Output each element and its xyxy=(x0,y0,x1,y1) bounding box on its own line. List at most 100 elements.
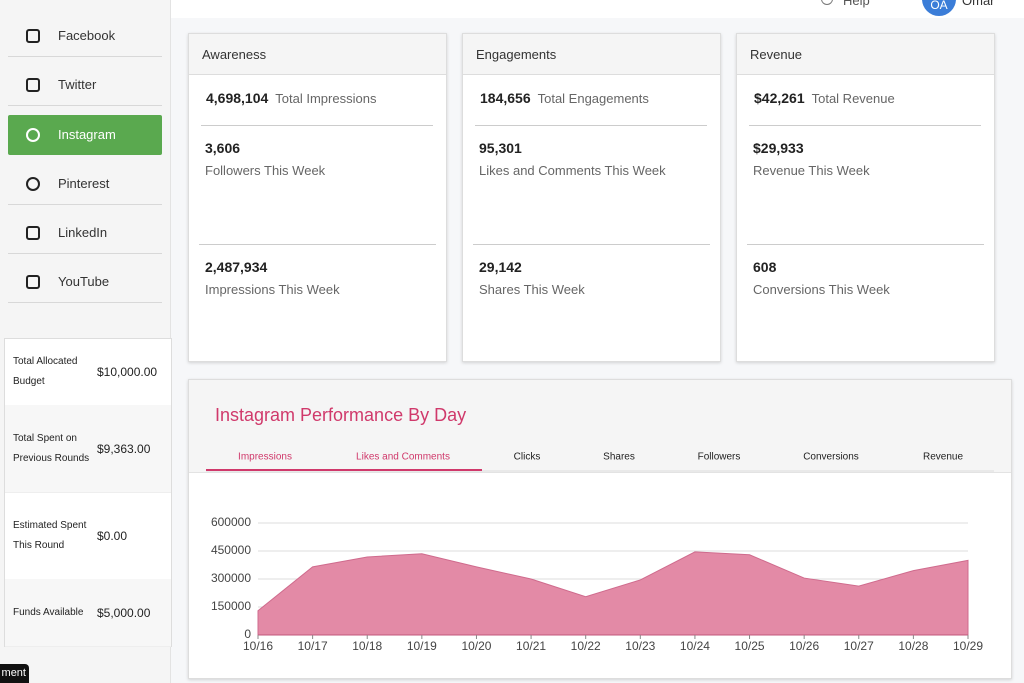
divider xyxy=(747,244,984,245)
avatar[interactable]: OA xyxy=(922,0,956,16)
y-tick-label: 300000 xyxy=(211,571,251,585)
budget-label: Total Allocated Budget xyxy=(13,356,78,387)
metric-value: 29,142 xyxy=(479,259,522,275)
nav-item[interactable]: LinkedIn xyxy=(8,213,162,254)
area xyxy=(257,551,969,636)
metric-value: 2,487,934 xyxy=(205,259,268,275)
x-tick-label: 10/28 xyxy=(898,639,928,653)
budget-row: Funds Available $5,000.00 xyxy=(5,579,171,647)
chart-tab[interactable]: Shares xyxy=(603,452,635,463)
chart-tab[interactable]: Impressions xyxy=(238,452,292,463)
metric-label: Impressions This Week xyxy=(205,282,340,297)
budget-value: $0.00 xyxy=(97,528,128,543)
nav-icon xyxy=(26,128,40,142)
x-tick-label: 10/26 xyxy=(789,639,819,653)
divider xyxy=(473,244,710,245)
card-header: Revenue xyxy=(737,34,994,75)
nav-icon xyxy=(26,226,40,240)
metric-value: 3,606 xyxy=(205,140,241,156)
chart-panel: Instagram Performance By Day Impressions… xyxy=(188,379,1012,679)
nav-icon xyxy=(26,177,40,191)
budget-row: Estimated Spent This Round $0.00 xyxy=(5,492,171,580)
divider xyxy=(199,244,436,245)
nav-item[interactable]: Facebook xyxy=(8,16,162,57)
x-tick-label: 10/21 xyxy=(516,639,546,653)
card-total-row: $42,261 Total Revenue xyxy=(754,90,895,108)
metric-label: Likes and Comments This Week xyxy=(479,163,666,178)
card-title: Awareness xyxy=(202,47,267,62)
metric-label: Followers This Week xyxy=(205,163,326,178)
budget-label: Estimated Spent This Round xyxy=(13,519,87,551)
card-title: Revenue xyxy=(750,47,803,62)
nav-icon xyxy=(26,275,40,289)
metric-label: Shares This Week xyxy=(479,282,585,297)
nav-icon xyxy=(26,78,40,92)
nav-item[interactable]: Instagram xyxy=(8,115,162,155)
card-total-row: 184,656 Total Engagements xyxy=(480,90,649,108)
nav-icon xyxy=(26,29,40,43)
y-tick-label: 0 xyxy=(244,627,251,641)
x-tick-label: 10/17 xyxy=(298,639,328,653)
sidebar: Total Allocated Budget $10,000.00 Total Sp… xyxy=(0,0,172,683)
chart-tab[interactable]: Likes and Comments xyxy=(356,452,450,463)
divider xyxy=(749,125,981,126)
card-total: 4,698,104 xyxy=(206,90,269,106)
y-tick-label: 150000 xyxy=(211,599,251,613)
nav-label: YouTube xyxy=(58,274,110,289)
card-total-row: 4,698,104 Total Impressions xyxy=(206,90,376,108)
x-tick-label: 10/19 xyxy=(407,639,437,653)
x-tick-label: 10/20 xyxy=(461,639,491,653)
chart-tab[interactable]: Followers xyxy=(698,452,741,463)
nav-item[interactable]: YouTube xyxy=(8,262,162,303)
metric-value: 608 xyxy=(753,259,777,275)
budget-row: Total Spent on Previous Rounds $9,363.00 xyxy=(5,405,171,493)
help-link[interactable]: Help xyxy=(843,0,870,8)
nav-label: Twitter xyxy=(58,77,97,92)
x-tick-label: 10/25 xyxy=(735,639,765,653)
card-header: Awareness xyxy=(189,34,446,75)
card-total: 184,656 xyxy=(480,90,531,106)
x-tick-label: 10/16 xyxy=(243,639,273,653)
x-tick-label: 10/22 xyxy=(571,639,601,653)
y-tick-label: 450000 xyxy=(211,543,251,557)
metric-card: Revenue $42,261 Total Revenue $29,933 Revenu… xyxy=(736,33,995,362)
help-icon xyxy=(821,0,833,5)
y-tick-label: 600000 xyxy=(211,515,251,529)
nav-label: Pinterest xyxy=(58,176,110,191)
budget-label: Total Spent on Previous Rounds xyxy=(13,432,90,464)
top-bar: Help OA Omar xyxy=(170,0,1024,18)
user-name[interactable]: Omar xyxy=(962,0,995,8)
card-total-label: Total Impressions xyxy=(275,91,377,106)
divider xyxy=(201,125,433,126)
metric-value: 95,301 xyxy=(479,140,522,156)
budget-value: $9,363.00 xyxy=(97,441,151,456)
x-tick-label: 10/27 xyxy=(844,639,874,653)
card-total: $42,261 xyxy=(754,90,805,106)
card-total-label: Total Revenue xyxy=(811,91,895,106)
divider xyxy=(475,125,707,126)
metric-value: $29,933 xyxy=(753,140,804,156)
chart-tab[interactable]: Clicks xyxy=(514,452,541,463)
x-tick-label: 10/29 xyxy=(953,639,983,653)
tooltip: ment xyxy=(0,664,29,683)
nav-label: LinkedIn xyxy=(58,225,108,240)
chart-tab[interactable]: Conversions xyxy=(803,452,859,463)
budget-value: $10,000.00 xyxy=(97,365,158,379)
x-tick-label: 10/23 xyxy=(625,639,655,653)
budget-box: Total Allocated Budget $10,000.00 Total Sp… xyxy=(4,338,172,647)
chart: Instagram Performance By Day Impressions… xyxy=(206,405,994,653)
nav-item[interactable]: Pinterest xyxy=(8,164,162,205)
budget-value: $5,000.00 xyxy=(97,605,151,620)
budget-label: Funds Available xyxy=(13,606,84,618)
card-title: Engagements xyxy=(476,47,557,62)
chart-header-bg xyxy=(189,380,1011,473)
nav-item[interactable]: Twitter xyxy=(8,65,162,106)
chart-tab[interactable]: Revenue xyxy=(923,452,963,463)
x-tick-label: 10/18 xyxy=(352,639,382,653)
metric-card: Awareness 4,698,104 Total Impressions 3,606… xyxy=(188,33,447,362)
budget-row: Total Allocated Budget $10,000.00 xyxy=(5,339,171,406)
metric-card: Engagements 184,656 Total Engagements 95,30… xyxy=(462,33,721,362)
chart-title: Instagram Performance By Day xyxy=(215,405,466,425)
x-tick-label: 10/24 xyxy=(680,639,710,653)
